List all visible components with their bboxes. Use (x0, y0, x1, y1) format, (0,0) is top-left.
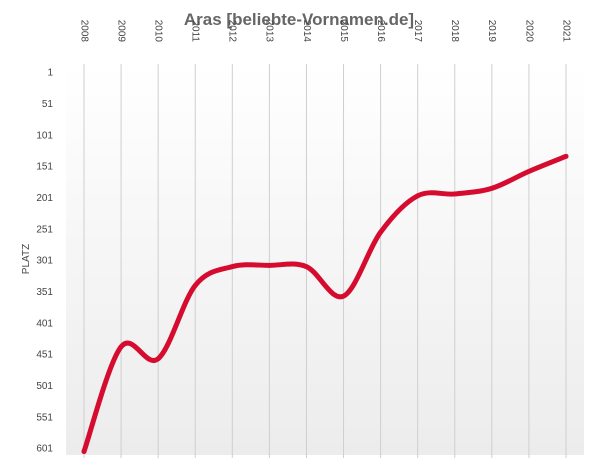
plot-background (66, 64, 584, 455)
y-tick-label: 301 (36, 256, 53, 267)
y-tick-label: 201 (36, 193, 53, 204)
y-tick-label: 1 (47, 68, 53, 79)
x-tick-label: 2008 (78, 20, 89, 43)
x-tick-label: 2013 (264, 20, 275, 43)
x-tick-label: 2021 (560, 20, 571, 43)
data-point (341, 293, 346, 299)
y-tick-label: 51 (42, 99, 54, 110)
x-tick-label: 2015 (338, 20, 349, 43)
data-point (304, 264, 309, 270)
series-layer (81, 153, 569, 455)
data-point (155, 356, 161, 362)
data-point (81, 449, 87, 454)
y-tick-label: 351 (36, 287, 53, 298)
y-tick-label: 401 (36, 318, 53, 329)
data-point (489, 185, 495, 191)
x-tick-label: 2014 (301, 20, 312, 43)
y-tick-label: 601 (36, 444, 53, 455)
data-point (378, 229, 384, 235)
y-tick-label: 101 (36, 130, 53, 141)
data-point (452, 191, 458, 197)
y-tick-label: 501 (36, 381, 53, 392)
x-tick-label: 2018 (449, 20, 460, 43)
y-axis-label: PLATZ (21, 244, 32, 274)
x-axis-ticks: 2008 2009 2010 2011 2012 2013 2014 2015 2016 2017… (78, 20, 571, 43)
chart-title: Aras [beliebte-Vornamen.de] (184, 10, 414, 29)
x-tick-label: 2011 (190, 20, 201, 42)
x-tick-label: 2012 (227, 20, 238, 43)
data-point (229, 264, 235, 270)
x-tick-label: 2019 (486, 20, 497, 43)
y-tick-label: 451 (36, 350, 53, 361)
data-point (118, 344, 124, 350)
x-tick-label: 2020 (523, 20, 534, 43)
data-point (526, 168, 532, 174)
x-tick-label: 2016 (375, 20, 386, 43)
data-point (563, 153, 569, 159)
data-point (415, 193, 421, 199)
grid-lines (83, 64, 567, 458)
y-tick-label: 151 (36, 162, 53, 173)
data-point (192, 283, 198, 288)
x-tick-label: 2010 (153, 20, 164, 43)
y-tick-label: 251 (36, 224, 53, 235)
x-tick-label: 2009 (115, 20, 126, 43)
x-tick-label: 2017 (412, 20, 423, 43)
y-tick-label: 551 (36, 412, 53, 423)
data-point (266, 262, 272, 268)
